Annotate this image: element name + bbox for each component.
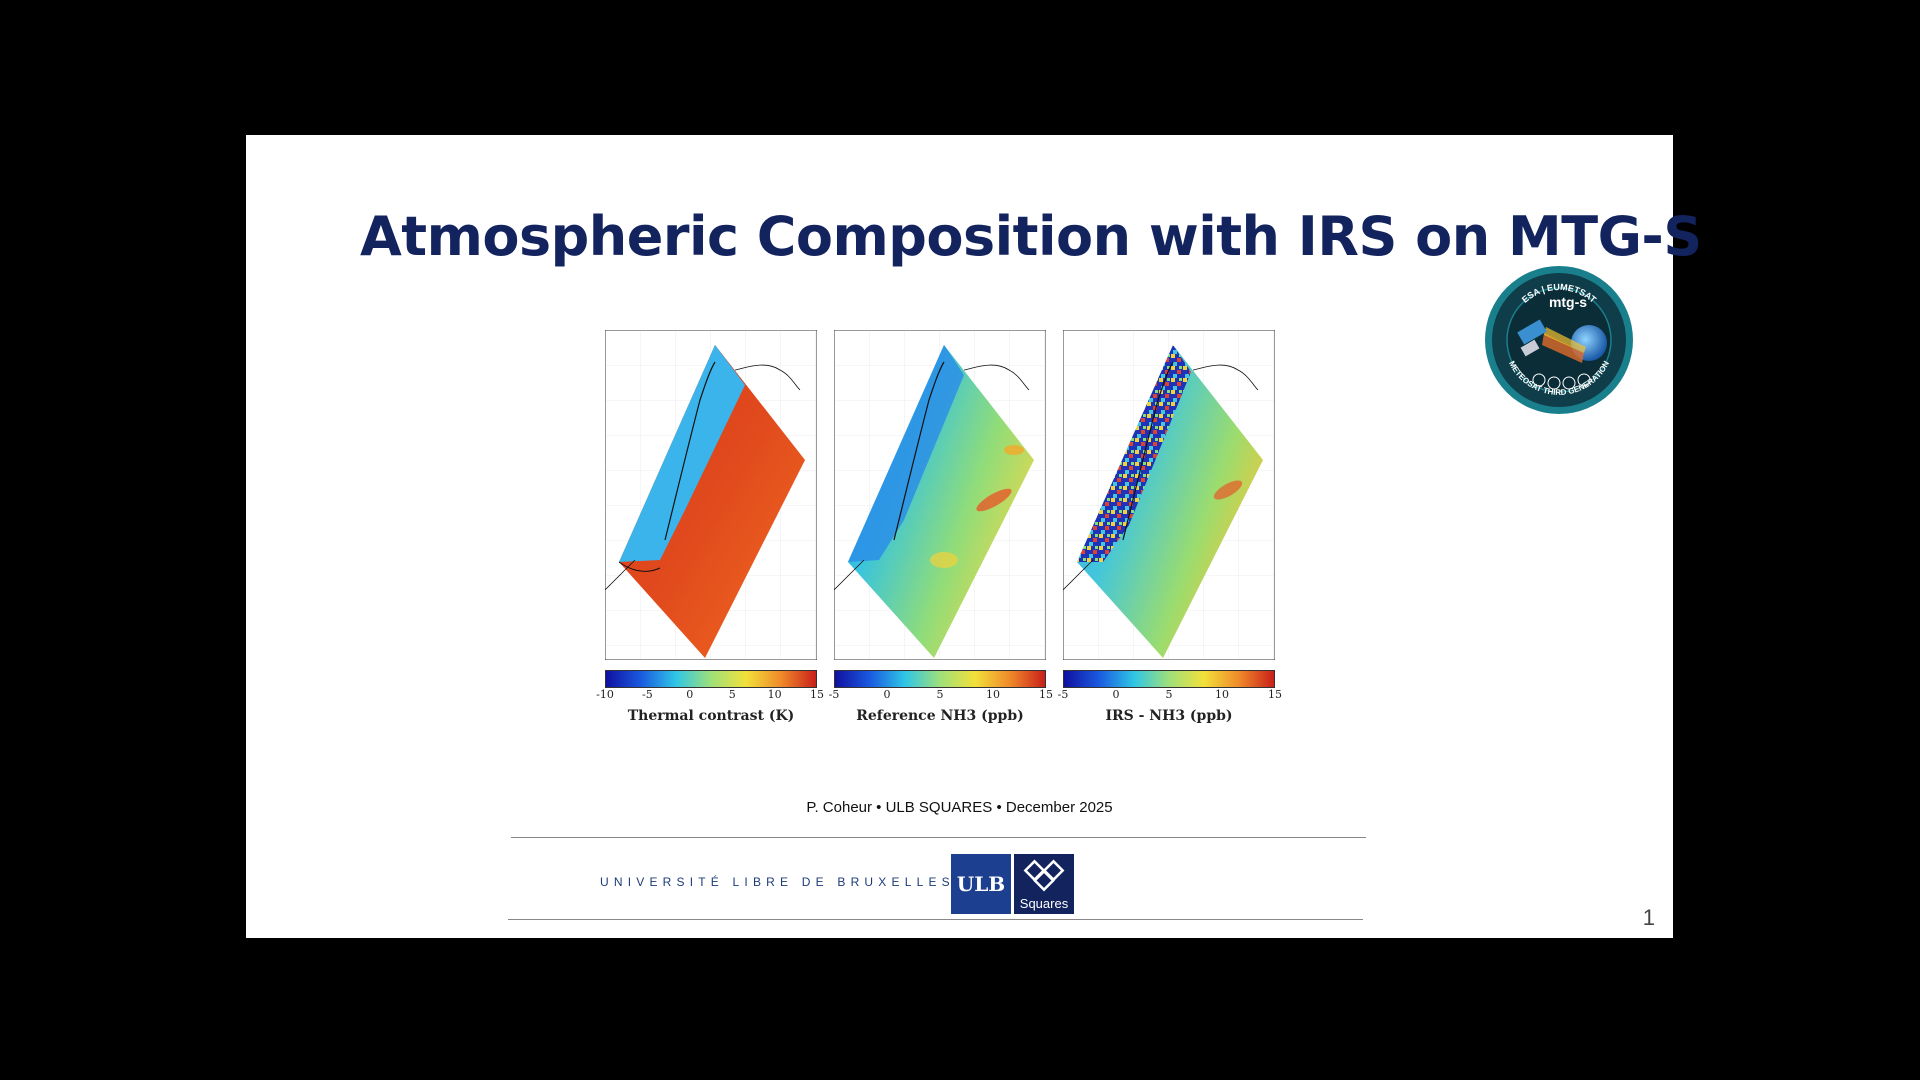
divider-bottom [508, 919, 1363, 920]
colorbar-label-irs: IRS - NH3 (ppb) [1105, 708, 1233, 724]
squares-logo: Squares [1014, 854, 1074, 914]
tick-label: -5 [642, 688, 653, 701]
tick-label: 15 [1039, 688, 1053, 701]
credit-line: P. Coheur • ULB SQUARES • December 2025 [806, 799, 1113, 816]
page-number: 1 [1642, 905, 1655, 930]
tick-label: 5 [728, 688, 736, 701]
ticks-irs: -5 0 5 10 15 [1058, 688, 1282, 704]
tick-label: 15 [810, 688, 824, 701]
tick-label: 10 [986, 688, 1000, 701]
ticks-thermal: -10 -5 0 5 10 15 [596, 688, 824, 704]
slide-title: Atmospheric Composition with IRS on MTG-… [360, 205, 1702, 268]
colorbar-irs [1063, 670, 1275, 688]
tick-label: 10 [767, 688, 782, 701]
squares-logo-text: Squares [1020, 896, 1069, 911]
tick-label: 5 [936, 688, 944, 701]
divider-top [511, 837, 1366, 838]
ulb-logo-text: ULB [956, 872, 1006, 896]
tick-label: -10 [596, 688, 614, 701]
tick-label: -5 [828, 688, 840, 701]
mtg-s-mission-badge: ESA | EUMETSAT METEOSAT THIRD GENERATION… [1484, 265, 1634, 415]
badge-center-text: mtg-s [1549, 294, 1587, 310]
colorbar-label-reference: Reference NH3 (ppb) [856, 708, 1024, 724]
university-name: UNIVERSITÉ LIBRE DE BRUXELLES [600, 875, 955, 889]
colorbar-thermal [605, 670, 817, 688]
tick-label: -5 [1057, 688, 1069, 701]
tick-label: 0 [1112, 688, 1120, 701]
map-reference-nh3 [834, 330, 1046, 660]
tick-label: 5 [1165, 688, 1173, 701]
ulb-logo: ULB [951, 854, 1011, 914]
ticks-reference: -5 0 5 10 15 [829, 688, 1053, 704]
tick-label: 15 [1268, 688, 1282, 701]
tick-label: 10 [1215, 688, 1229, 701]
map-thermal-contrast [605, 330, 817, 660]
presentation-slide: Atmospheric Composition with IRS on MTG-… [246, 135, 1702, 938]
colorbar-reference [834, 670, 1046, 688]
map-irs-nh3 [1063, 330, 1275, 660]
tick-label: 0 [883, 688, 891, 701]
maps-figure: -10 -5 0 5 10 15 -5 0 5 10 15 -5 0 5 10 … [596, 330, 1305, 740]
colorbar-label-thermal: Thermal contrast (K) [627, 708, 795, 724]
tick-label: 0 [686, 688, 694, 701]
